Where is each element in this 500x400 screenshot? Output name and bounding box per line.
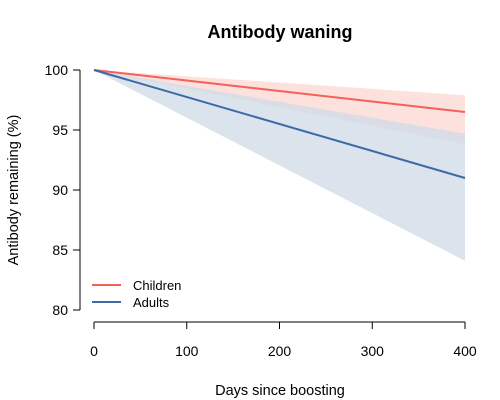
- y-tick-label: 85: [52, 242, 68, 258]
- legend: Children Adults: [92, 278, 181, 310]
- x-tick-label: 400: [453, 343, 477, 359]
- confidence-bands: [94, 70, 465, 261]
- x-tick-label: 0: [90, 343, 98, 359]
- y-tick-label: 90: [52, 182, 68, 198]
- confidence-band-adults: [94, 70, 465, 261]
- x-tick-label: 200: [268, 343, 292, 359]
- y-tick-label: 95: [52, 122, 68, 138]
- x-axis-label: Days since boosting: [215, 383, 345, 399]
- chart-title: Antibody waning: [208, 22, 353, 42]
- y-axis-label: Antibody remaining (%): [6, 115, 22, 266]
- x-tick-label: 100: [175, 343, 199, 359]
- y-tick-label: 80: [52, 302, 68, 318]
- series-lines: [93, 69, 466, 179]
- legend-label-children: Children: [133, 278, 181, 293]
- legend-label-adults: Adults: [133, 295, 170, 310]
- y-tick-label: 100: [45, 62, 69, 78]
- series-line-children: [93, 69, 466, 113]
- y-axis: 80 85 90 95 100: [45, 62, 81, 318]
- x-tick-label: 300: [361, 343, 385, 359]
- series-line-adults: [93, 69, 466, 179]
- x-axis: 0 100 200 300 400: [90, 321, 477, 359]
